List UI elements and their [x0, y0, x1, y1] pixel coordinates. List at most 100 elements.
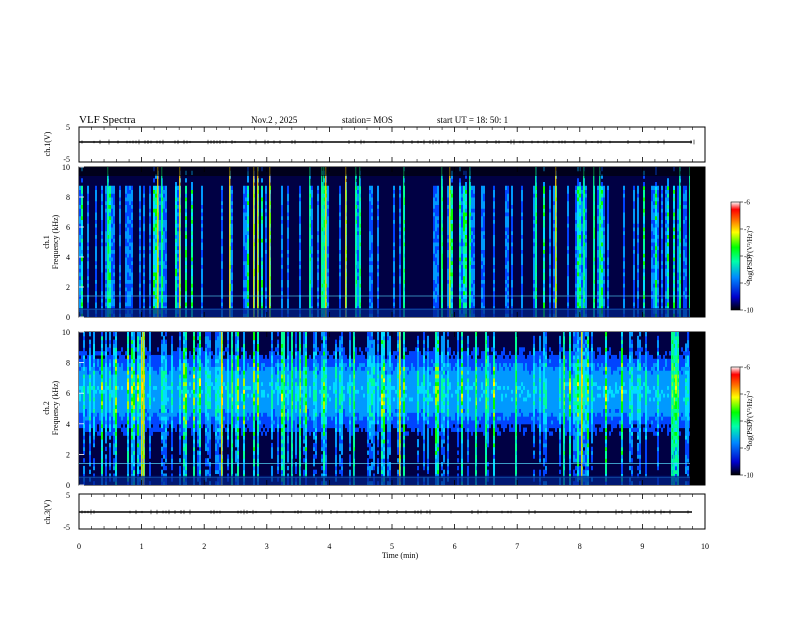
spectrogram-cell: [433, 212, 435, 216]
spectrogram-cell: [603, 208, 605, 212]
spectrogram-cell: [299, 227, 301, 231]
spectrogram-cell: [339, 190, 341, 194]
spectrogram-cell: [511, 287, 513, 291]
spectrogram-cell: [149, 268, 151, 272]
spectrogram-cell: [221, 276, 223, 280]
spectrogram-cell: [163, 208, 165, 212]
spectrogram-cell: [95, 238, 97, 242]
spectrogram-cell: [577, 238, 579, 242]
spectrogram-cell: [119, 197, 121, 201]
spectrogram-cell: [597, 268, 599, 272]
spectrogram-cell: [115, 428, 117, 432]
spectrogram-cell: [265, 291, 267, 295]
spectrogram-cell: [521, 261, 523, 265]
spectrogram-cell: [511, 190, 513, 194]
spectrogram-cell: [511, 238, 513, 242]
spectrogram-cell: [111, 205, 113, 209]
spectrogram-cell: [575, 205, 577, 209]
spectrogram-cell: [435, 235, 437, 239]
spectrogram-cell: [377, 283, 379, 287]
spectrogram-cell: [339, 298, 341, 302]
spectrogram-cell: [623, 261, 625, 265]
spectrogram-cell: [85, 401, 87, 405]
spectrogram-cell: [597, 216, 599, 220]
spectrogram-cell: [149, 227, 151, 231]
spectrogram-cell: [125, 242, 127, 246]
spectrogram-cell: [287, 231, 289, 235]
spectrogram-cell: [177, 220, 179, 224]
spectrogram-cell: [83, 431, 85, 435]
spectrogram-cell: [327, 190, 329, 194]
spectrogram-cell: [103, 416, 105, 420]
spectrogram-cell: [95, 231, 97, 235]
spectrogram-cell: [339, 231, 341, 235]
spectrogram-cell: [567, 235, 569, 239]
spectrogram-cell: [111, 382, 113, 386]
spectrogram-cell: [99, 386, 101, 390]
spectrogram-cell: [543, 295, 545, 299]
spectrogram-cell: [111, 253, 113, 257]
spectrogram-cell: [451, 212, 453, 216]
spectrogram-cell: [101, 374, 103, 378]
spectrogram-cell: [473, 257, 475, 261]
spectrogram-cell: [437, 235, 439, 239]
spectrogram-cell: [115, 359, 117, 363]
spectrogram-cell: [101, 428, 103, 432]
spectrogram-cell: [543, 287, 545, 291]
spectrogram-cell: [483, 190, 485, 194]
spectrogram-cell: [393, 257, 395, 261]
spectrogram-cell: [113, 447, 115, 451]
spectrogram-cell: [119, 212, 121, 216]
spectrogram-cell: [131, 276, 133, 280]
spectrogram-cell: [247, 238, 249, 242]
spectrogram-cell: [185, 261, 187, 265]
spectrogram-cell: [543, 186, 545, 190]
spectrogram-cell: [465, 283, 467, 287]
spectrogram-cell: [651, 223, 653, 227]
spectrogram-cell: [127, 220, 129, 224]
spectrogram-cell: [461, 201, 463, 205]
spectrogram-cell: [261, 287, 263, 291]
spectrogram-cell: [493, 268, 495, 272]
spectrogram-cell: [643, 268, 645, 272]
spectrogram-cell: [103, 401, 105, 405]
spectrogram-cell: [287, 257, 289, 261]
spectrogram-cell: [481, 291, 483, 295]
spectrogram-cell: [143, 242, 145, 246]
spectrogram-cell: [371, 238, 373, 242]
spectrogram-cell: [543, 250, 545, 254]
spectrogram-cell: [461, 276, 463, 280]
spectrogram-cell: [125, 272, 127, 276]
spectrogram-cell: [543, 268, 545, 272]
spectrogram-cell: [127, 197, 129, 201]
spectrogram-cell: [657, 268, 659, 272]
spectrogram-cell: [661, 283, 663, 287]
spectrogram-cell: [575, 302, 577, 306]
spectrogram-cell: [177, 257, 179, 261]
spectrogram-cell: [103, 424, 105, 428]
spectrogram-cell: [661, 227, 663, 231]
spectrogram-cell: [677, 298, 679, 302]
spectrogram-cell: [317, 257, 319, 261]
spectrogram-cell: [665, 205, 667, 209]
spectrogram-cell: [109, 428, 111, 432]
spectrogram-cell: [575, 276, 577, 280]
spectrogram-cell: [129, 283, 131, 287]
spectrogram-cell: [637, 261, 639, 265]
spectrogram-cell: [581, 220, 583, 224]
spectrogram-cell: [109, 250, 111, 254]
spectrogram-cell: [603, 242, 605, 246]
spectrogram-cell: [651, 261, 653, 265]
spectrogram-cell: [607, 265, 609, 269]
spectrogram-cell: [653, 205, 655, 209]
spectrogram-cell: [585, 208, 587, 212]
spectrogram-cell: [567, 216, 569, 220]
spectrogram-cell: [521, 193, 523, 197]
spectrogram-cell: [85, 386, 87, 390]
spectrogram-cell: [369, 280, 371, 284]
spectrogram-cell: [581, 272, 583, 276]
spectrogram-cell: [393, 265, 395, 269]
spectrogram-cell: [451, 231, 453, 235]
spectrogram-cell: [657, 295, 659, 299]
spectrogram-cell: [357, 186, 359, 190]
